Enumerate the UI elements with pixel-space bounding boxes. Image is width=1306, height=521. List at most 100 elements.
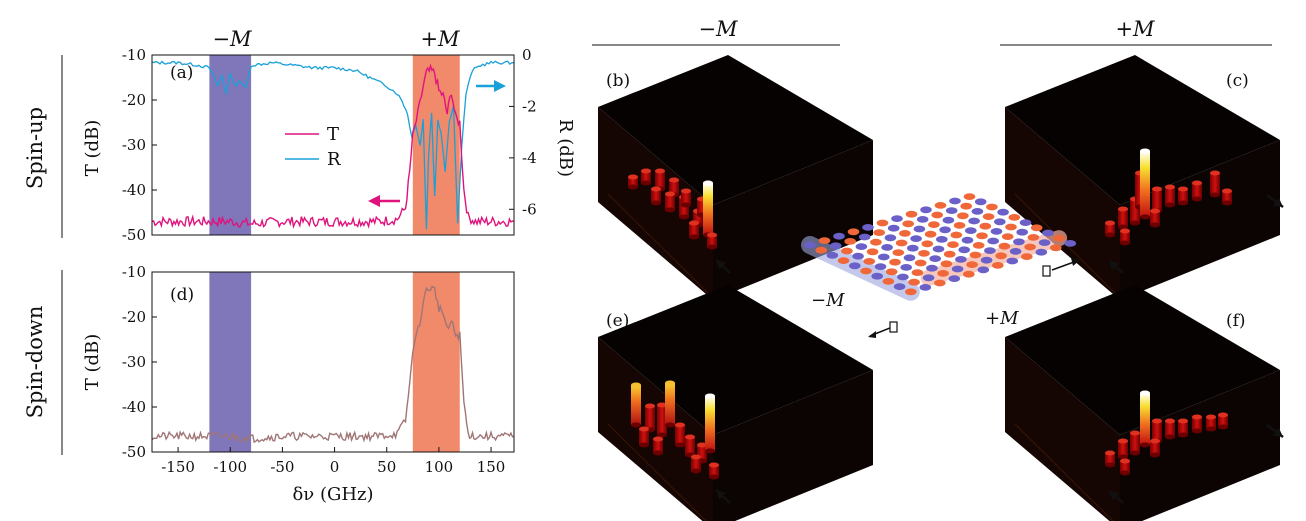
field-pillar-base [709,474,719,480]
field-pillar-top [1120,228,1130,234]
x-tick-label: 0 [330,458,340,476]
x-tick-label: -100 [213,458,247,476]
field-pillar-top [1120,458,1130,464]
field-pillar-top [1192,180,1202,186]
field-pillar [639,429,649,445]
field-pillar-top [669,177,679,183]
field-pillar-top [707,232,717,238]
legend-r-label: R [327,149,341,170]
lattice-site [928,221,940,229]
field-pillar [1140,151,1150,217]
lattice-site [953,222,966,229]
field-pillar-base [657,432,667,438]
lattice-site [1038,239,1051,247]
edge-highlight-left [801,236,920,301]
lattice-site [882,278,895,285]
field-pillar-top [1105,450,1115,456]
lattice-site [958,246,970,254]
lattice-site [977,266,990,274]
field-pillar-base [707,244,717,250]
lattice-site [881,244,893,251]
lattice-site [855,243,868,251]
lattice-site [942,216,955,224]
field-pillar-base [691,468,701,474]
field-pillar-base [1178,200,1188,206]
field-pillar-top [689,220,699,226]
field-pillar [707,235,717,247]
field-pillar [1150,211,1160,225]
lattice-site [844,238,856,245]
lattice-site [913,225,926,233]
lattice-site [829,242,842,250]
field-pillar-base [631,422,641,428]
field-pillar-base [1150,452,1160,458]
lattice-site [984,247,996,255]
field-pillar-base [705,448,715,454]
lattice-site [905,210,918,218]
port-arrow-head [1109,491,1120,501]
row-label-spin-down: Spin-down [23,306,47,419]
field-pillar-top [651,186,661,192]
lattice-site [1050,244,1062,252]
field-pillar [675,425,685,445]
panel-label-f: (f) [1226,311,1246,331]
y-tick-label: -50 [122,443,146,461]
lattice-site [903,254,916,262]
lattice-site [900,264,912,271]
field-pillar-base [1192,196,1202,202]
edge-highlight-bottom [920,230,1068,286]
lattice-site [951,265,964,273]
field-pillar-base [1105,462,1115,468]
lattice-site [833,232,845,240]
lattice-site [871,272,883,280]
box-floor-edge [1014,423,1114,521]
band-minus-m-a [209,55,252,235]
y-tick-label: -40 [122,181,146,199]
header-plus-m-left: +M [420,27,460,51]
field-pillar-top [709,462,719,468]
field-pillar-base [1120,470,1130,476]
field-pillar-base [1165,434,1175,440]
lattice-site [858,233,871,241]
lattice-site [961,236,974,244]
field-pillar [1120,231,1130,243]
lattice-site [874,263,887,270]
field-pillar-top [1206,414,1216,420]
field-pillar [669,180,679,195]
lattice-site [899,230,911,237]
box-top-face [1005,55,1280,205]
field-pillar-top [665,191,675,197]
field-pillar [631,385,641,425]
field-pillar-top [655,168,665,174]
field-pillar-top [628,174,638,180]
lattice-site [905,288,917,296]
lattice-site [815,246,827,254]
lattice-site [911,269,924,276]
field-pillar-top [1178,186,1188,192]
lattice-site [947,241,959,249]
lattice-site [889,258,901,266]
field-pillar [1192,183,1202,199]
field-pillar [697,199,707,215]
box-floor-edge [607,423,707,521]
box-floor-edge [607,193,714,299]
series-t-line-a [151,63,515,229]
field-pillar [697,445,707,461]
lattice-site [1027,234,1040,241]
lattice-site [1009,248,1022,255]
field-pillar-base [675,442,685,448]
y-tick-label: -10 [122,46,146,64]
lattice-site [919,284,932,291]
port-arrow-head [716,260,726,270]
lattice-site [914,259,927,267]
box-left-face [1005,337,1120,521]
lattice-site [950,231,963,239]
field-pillar-base [1165,202,1175,208]
lattice-site [1016,228,1028,236]
x-tick-label: -50 [270,458,294,476]
lattice-site [921,240,934,248]
y-tick-label: -20 [122,91,146,109]
field-pillar-base [1140,214,1150,220]
y-tick-label: -20 [122,308,146,326]
field-pillar-top [1218,412,1228,418]
